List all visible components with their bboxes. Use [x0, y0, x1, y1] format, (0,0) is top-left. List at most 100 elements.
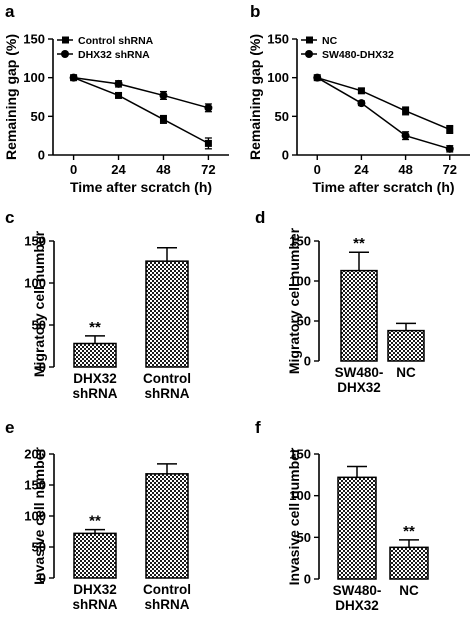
- legend-marker-square: [306, 36, 313, 44]
- category-label: SW480-: [335, 365, 384, 380]
- bar-y-tick-label: 150: [24, 234, 46, 249]
- y-axis-title: Invasive cell number: [31, 447, 47, 585]
- line-y-tick-label: 100: [267, 70, 289, 85]
- y-axis-title: Remaining gap (%): [247, 34, 263, 160]
- data-point-circle: [313, 73, 322, 82]
- bar-y-tick-label: 100: [289, 488, 311, 503]
- legend-marker-circle: [305, 50, 313, 58]
- x-tick-label: 24: [354, 162, 369, 177]
- category-label: NC: [399, 583, 419, 598]
- line-y-tick-label: 50: [275, 109, 289, 124]
- panel-letter-b: b: [250, 2, 261, 21]
- panel-f-chart: 0 50 100 150 Invasive cell number SW480- DHX32…: [237, 416, 474, 618]
- bar-y-tick-label: 0: [39, 571, 46, 586]
- bar-1: [145, 473, 189, 579]
- series-line-1: [73, 76, 209, 109]
- data-point-circle: [401, 131, 410, 140]
- data-point-circle: [357, 99, 366, 108]
- data-point-square: [402, 107, 410, 115]
- category-label: shRNA: [144, 597, 189, 612]
- panel-letter-f: f: [255, 418, 261, 437]
- data-point-square: [446, 125, 454, 133]
- category-label: DHX32: [73, 371, 117, 386]
- series-line-1: [316, 77, 450, 150]
- panel-letter-d: d: [255, 208, 266, 227]
- bar-y-tick-label: 50: [32, 318, 46, 333]
- x-tick-label: 24: [111, 162, 126, 177]
- x-tick-label: 48: [398, 162, 412, 177]
- category-label: DHX32: [335, 598, 379, 613]
- legend-label: DHX32 shRNA: [78, 49, 150, 61]
- category-label: shRNA: [144, 386, 189, 401]
- line-y-tick-label: 100: [23, 70, 45, 85]
- data-point-square: [159, 115, 167, 123]
- category-label: SW480-: [333, 583, 382, 598]
- y-axis-title: Migratory cell number: [31, 230, 47, 377]
- bar-y-tick-label: 150: [289, 447, 311, 462]
- panel-letter-e: e: [5, 418, 15, 437]
- category-label: shRNA: [72, 597, 117, 612]
- bar-y-tick-label: 100: [24, 509, 46, 524]
- data-point-square: [357, 87, 365, 95]
- bar-y-tick-label: 0: [304, 572, 311, 587]
- bar-1: [389, 546, 429, 580]
- legend-label: Control shRNA: [78, 35, 154, 47]
- bar-0: [337, 476, 377, 580]
- bar-y-tick-label: 50: [297, 530, 311, 545]
- panel-b-chart: 0 50 100 150 0 24 48 72 Time after scratch (h) Re…: [237, 0, 474, 200]
- category-label: DHX32: [73, 582, 117, 597]
- y-axis-title: Invasive cell number: [286, 447, 302, 585]
- data-point-circle: [69, 73, 78, 82]
- category-label: NC: [396, 365, 416, 380]
- panel-e-chart: 0 50 100 150 200 Invasive cell number ** DHX32 s…: [0, 416, 237, 618]
- line-y-tick-label: 150: [23, 32, 45, 47]
- panel-a-chart: 0 50 100 150 0 24 48 72 Time after scratch (h) Re…: [0, 0, 237, 200]
- category-label: shRNA: [72, 386, 117, 401]
- line-y-tick-label: 50: [31, 109, 45, 124]
- x-axis-title: Time after scratch (h): [70, 179, 212, 195]
- x-tick-label: 0: [70, 162, 77, 177]
- line-y-tick-label: 150: [267, 32, 289, 47]
- data-point-circle: [204, 103, 213, 112]
- series-line-0: [73, 76, 209, 145]
- legend-marker-square: [62, 36, 69, 44]
- bar-0: [73, 532, 117, 579]
- panel-letter-c: c: [5, 208, 15, 227]
- bar-1: [387, 329, 425, 362]
- x-tick-label: 72: [443, 162, 457, 177]
- panel-letter-a: a: [5, 2, 15, 21]
- bar-y-tick-label: 50: [297, 314, 311, 329]
- bar-y-tick-label: 100: [24, 276, 46, 291]
- bar-y-tick-label: 150: [24, 478, 46, 493]
- panel-d-chart: 0 50 100 150 Migratory cell number ** SW480- DH…: [237, 208, 474, 408]
- category-label: Control: [143, 371, 191, 386]
- data-point-square: [204, 139, 212, 147]
- x-tick-label: 48: [156, 162, 170, 177]
- significance-label: **: [353, 235, 365, 252]
- bar-0: [73, 342, 117, 368]
- significance-label: **: [403, 523, 415, 540]
- scratch-assay-line-chart-b: 0 50 100 150 0 24 48 72 Time after scratch (h) Re…: [247, 32, 470, 195]
- y-axis-title: Remaining gap (%): [3, 34, 19, 160]
- bar-y-tick-label: 0: [304, 354, 311, 369]
- significance-label: **: [89, 319, 101, 336]
- series-line-0: [317, 76, 451, 131]
- bar-y-tick-label: 200: [24, 447, 46, 462]
- bar-0: [340, 269, 378, 362]
- x-tick-label: 0: [314, 162, 321, 177]
- bar-y-tick-label: 0: [39, 360, 46, 375]
- legend-marker-circle: [61, 50, 69, 58]
- line-y-tick-label: 0: [38, 148, 45, 163]
- legend-label: NC: [322, 35, 338, 47]
- panel-c-chart: 0 50 100 150 Migratory cell number ** DHX32 shR…: [0, 208, 237, 408]
- bar-y-tick-label: 150: [289, 234, 311, 249]
- x-tick-label: 72: [201, 162, 215, 177]
- bar-y-tick-label: 100: [289, 274, 311, 289]
- scratch-assay-line-chart-a: 0 50 100 150 0 24 48 72 Time after scratch (h) Re…: [3, 32, 229, 195]
- data-point-circle: [445, 144, 454, 153]
- y-axis-title: Migratory cell number: [286, 227, 302, 374]
